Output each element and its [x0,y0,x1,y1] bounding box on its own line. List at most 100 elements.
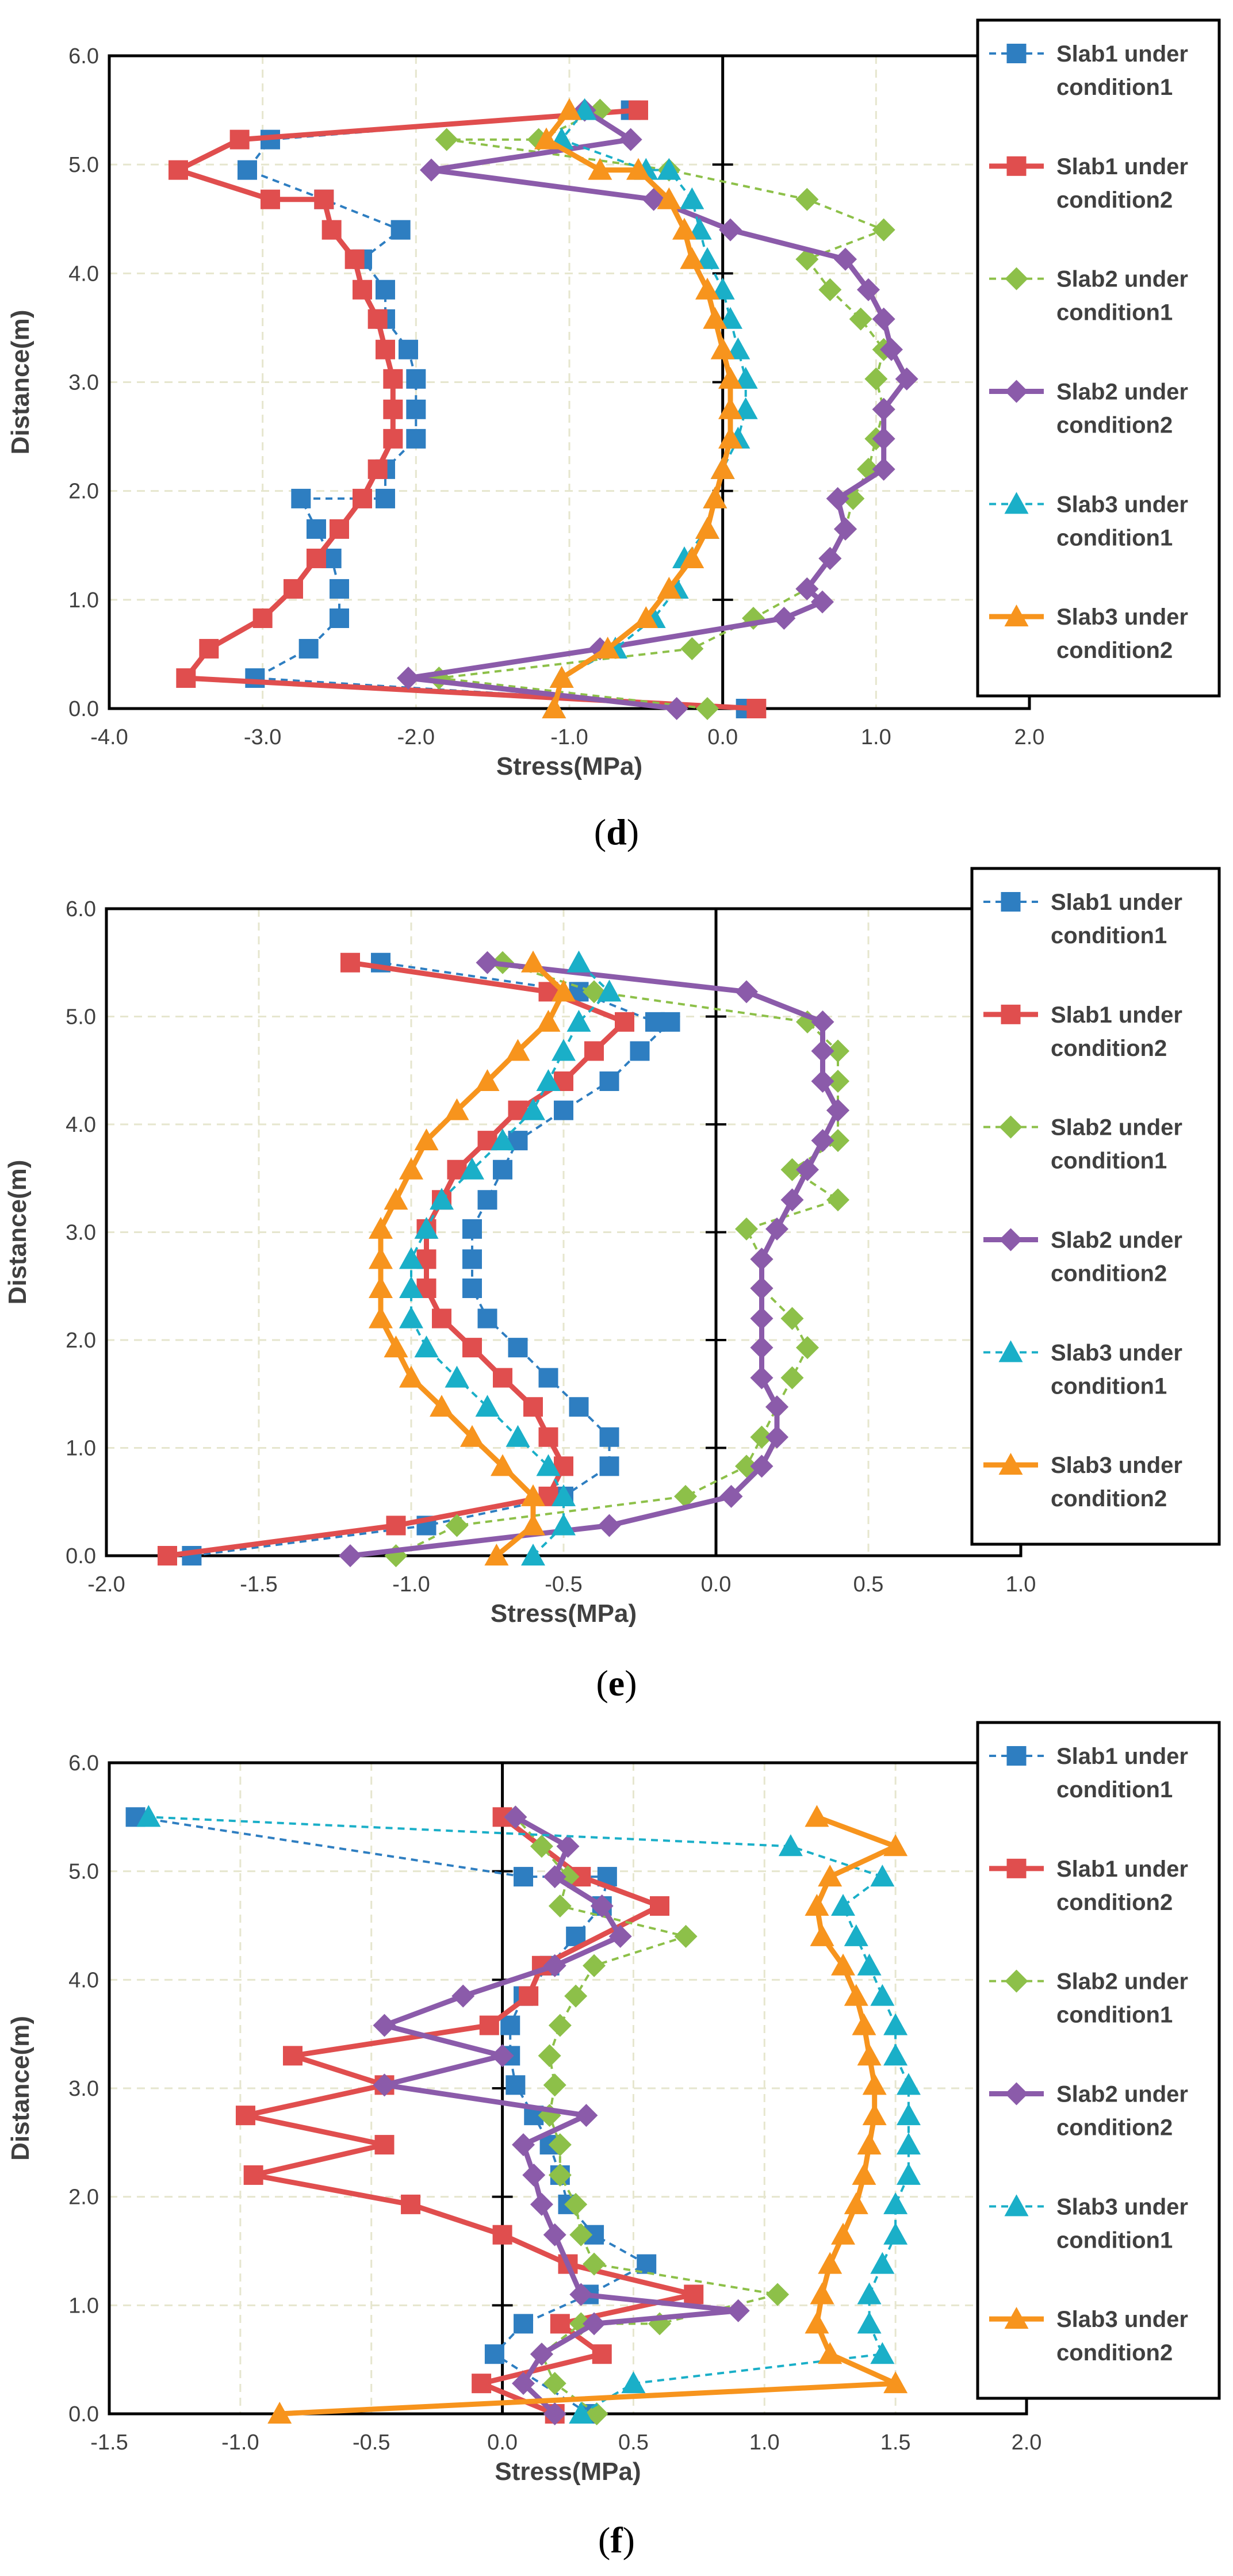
data-point-s3c1 [399,1247,423,1269]
data-point-s3c1 [896,2103,921,2126]
data-point-s1c1 [599,1456,619,1476]
data-point-s3c2 [399,1365,423,1388]
data-point-s1c2 [283,2046,302,2066]
data-point-s3c1 [566,950,591,973]
data-point-s1c2 [376,339,395,359]
data-point-s2c1 [864,367,888,391]
data-point-s1c1 [298,638,319,659]
data-point-s2c2 [512,2133,535,2157]
data-point-s2c1 [795,187,819,211]
data-point-s1c1 [330,608,349,628]
data-point-s3c1 [399,1306,423,1329]
series-s3c1 [136,1805,921,2424]
data-point-s3c1 [870,1865,895,1887]
data-point-s1c2 [367,459,388,479]
legend-marker-s2c1 [1005,267,1028,290]
data-point-s2c2 [451,1984,475,2008]
y-tick-label: 0.0 [68,2402,99,2426]
data-point-s3c2 [399,1157,423,1180]
data-point-s1c2 [383,428,403,449]
data-point-s1c1 [484,2344,504,2364]
caption-f-letter: f [610,2520,623,2560]
data-point-s2c2 [543,1954,566,1977]
data-point-s2c1 [564,2192,588,2216]
data-point-s3c1 [883,2222,908,2245]
data-point-s2c1 [564,1984,588,2008]
legend-marker-s1c2 [1001,1004,1021,1024]
data-point-s2c1 [583,1954,606,1977]
y-tick-label: 6.0 [68,44,99,68]
data-point-s1c2 [550,2314,570,2334]
legend-label-s1c1: Slab1 under condition1 [1051,890,1182,948]
legend-box [970,867,1221,1546]
data-point-s2c2 [719,1484,743,1508]
x-axis-title: Stress(MPa) [496,752,642,780]
data-point-s3c1 [687,217,712,240]
data-point-s3c2 [718,426,742,449]
legend-label-s1c1: Slab1 under condition1 [1056,1744,1188,1802]
data-point-s2c2 [750,1277,774,1300]
series-line-s2c2 [405,108,910,711]
data-point-s1c2 [344,249,365,269]
x-tick-label: -4.0 [90,725,128,749]
data-point-s2c2 [834,247,857,271]
y-tick-label: 3.0 [68,371,99,395]
series-s2c2 [339,951,849,1567]
data-point-s2c2 [880,338,903,361]
legend-label-s2c1: Slab2 under condition1 [1051,1115,1182,1174]
x-tick-label: 1.0 [861,725,891,749]
data-point-s1c2 [374,2135,395,2155]
data-point-s3c2 [491,1454,515,1476]
data-point-s3c2 [710,457,735,479]
data-point-s2c1 [569,2312,593,2336]
series-s3c2 [369,950,576,1565]
legend-marker-s1c2 [1006,1858,1027,1878]
data-point-s3c1 [521,1544,545,1565]
data-point-s1c2 [492,2225,512,2245]
data-point-s2c1 [796,1336,819,1360]
data-point-s2c2 [811,590,834,614]
data-point-s2c2 [735,980,758,1004]
legend-label-s2c2: Slab2 under condition2 [1056,2082,1188,2141]
data-point-s1c1 [406,399,426,419]
data-point-s2c1 [750,1425,774,1449]
data-point-s2c1 [548,1894,572,1918]
data-point-s3c2 [844,1984,868,2006]
data-point-s2c1 [849,307,872,331]
data-point-s3c2 [703,307,727,329]
data-point-s3c1 [475,1395,500,1417]
data-point-s3c1 [896,2162,921,2185]
data-point-s3c2 [857,2043,882,2066]
data-point-s3c1 [399,1276,423,1298]
legend-label-s2c1: Slab2 under condition1 [1056,1969,1188,2028]
legend-label-s3c1: Slab3 under condition1 [1056,2194,1188,2253]
data-point-s3c1 [870,2252,895,2274]
legend-marker-s1c1 [1006,1746,1027,1766]
series-line-s1c2 [243,1815,696,2417]
data-point-s3c2 [710,337,735,359]
data-point-s1c1 [245,668,265,688]
data-point-s3c2 [695,277,719,300]
series-line-s3c2 [543,108,733,710]
data-point-s1c2 [314,189,334,209]
data-point-s2c2 [857,278,880,301]
legend-marker-s3c1 [1004,492,1029,514]
data-point-s1c2 [462,1338,482,1358]
data-point-s2c2 [339,1544,362,1567]
data-point-s1c2 [523,1397,543,1417]
data-point-s1c1 [406,369,426,389]
data-point-s3c1 [414,1335,439,1358]
data-point-s3c2 [844,2192,868,2214]
y-tick-label: 2.0 [66,1329,96,1353]
data-point-s3c2 [369,1306,393,1329]
data-point-s3c2 [657,576,681,599]
data-point-s1c2 [340,952,360,973]
data-point-s3c1 [552,1513,576,1536]
data-point-s1c1 [493,1159,512,1180]
data-point-s3c2 [857,2133,882,2155]
data-point-s2c1 [696,697,719,720]
x-tick-label: -1.0 [221,2430,259,2455]
data-point-s3c1 [883,2013,908,2035]
data-point-s2c2 [569,2283,593,2306]
